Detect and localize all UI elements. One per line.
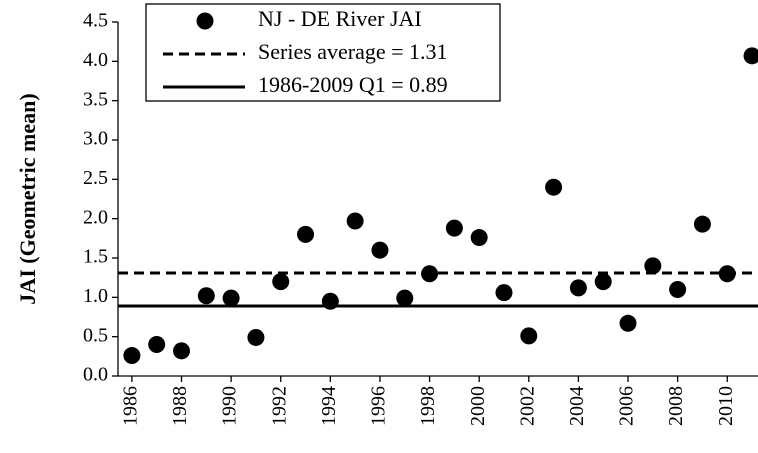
x-tick-label: 2010 (715, 386, 737, 426)
point (693, 215, 711, 233)
point (321, 292, 339, 310)
point (371, 241, 389, 259)
point (297, 225, 315, 243)
point (396, 289, 414, 307)
y-tick-label: 2.5 (83, 167, 108, 189)
point (123, 347, 141, 365)
point (743, 47, 758, 65)
point (644, 257, 662, 275)
y-axis-title: JAI (Geometric mean) (15, 93, 40, 304)
point (421, 265, 439, 283)
point (173, 342, 191, 360)
point (247, 328, 265, 346)
y-tick-label: 4.5 (83, 10, 108, 32)
point (718, 265, 736, 283)
y-tick-label: 0.0 (83, 364, 108, 386)
y-tick-label: 1.5 (83, 246, 108, 268)
point (445, 219, 463, 237)
point (545, 178, 563, 196)
legend-label: Series average = 1.31 (258, 39, 448, 64)
point (148, 336, 166, 354)
y-tick-label: 0.5 (83, 324, 108, 346)
y-tick-label: 3.0 (83, 128, 108, 150)
point (495, 284, 513, 302)
point (619, 314, 637, 332)
legend-label: 1986-2009 Q1 = 0.89 (258, 72, 448, 97)
x-tick-label: 1990 (219, 386, 241, 426)
x-tick-label: 1994 (318, 386, 340, 426)
point (222, 289, 240, 307)
point (272, 273, 290, 291)
x-tick-label: 2002 (516, 386, 538, 426)
y-tick-label: 1.0 (83, 285, 108, 307)
point (346, 212, 364, 230)
point (470, 229, 488, 247)
y-tick-label: 4.0 (83, 49, 108, 71)
x-tick-label: 2004 (566, 386, 588, 426)
x-tick-label: 2000 (467, 386, 489, 426)
point (197, 287, 215, 305)
legend-label: NJ - DE River JAI (258, 6, 422, 31)
x-tick-label: 1986 (119, 386, 141, 426)
x-tick-label: 2006 (616, 386, 638, 426)
point (594, 273, 612, 291)
legend-marker (196, 12, 214, 30)
y-tick-label: 2.0 (83, 206, 108, 228)
point (520, 327, 538, 345)
x-tick-label: 1996 (368, 386, 390, 426)
x-tick-label: 2008 (665, 386, 687, 426)
point (569, 279, 587, 297)
point (669, 280, 687, 298)
x-tick-label: 1988 (169, 386, 191, 426)
y-tick-label: 3.5 (83, 88, 108, 110)
x-tick-label: 1992 (268, 386, 290, 426)
x-tick-label: 1998 (417, 386, 439, 426)
